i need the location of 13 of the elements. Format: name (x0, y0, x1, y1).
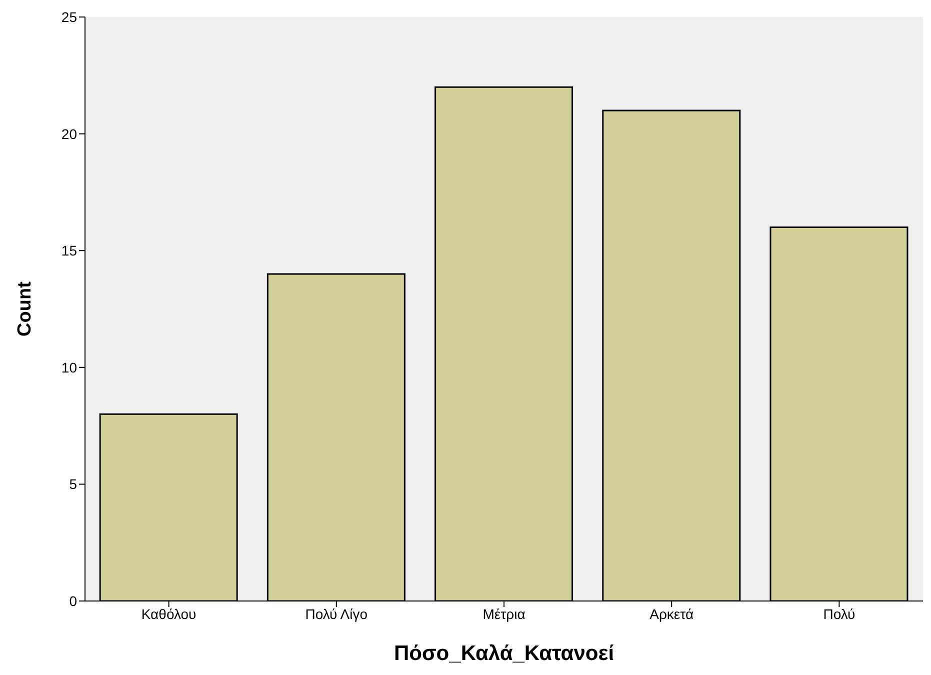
y-tick-label: 25 (61, 8, 78, 25)
x-tick-label: Αρκετά (650, 606, 694, 622)
y-tick-label: 15 (61, 242, 78, 259)
y-axis-title: Count (14, 280, 36, 336)
x-tick-label: Μέτρια (482, 606, 526, 622)
y-tick-label: 10 (61, 359, 78, 376)
x-axis-title: Πόσο_Καλά_Κατανοεί (394, 642, 614, 665)
y-tick-label: 0 (69, 592, 78, 609)
y-tick-label: 20 (61, 126, 78, 142)
x-tick-label: Πολύ Λίγο (305, 606, 368, 622)
x-tick-label: Καθόλου (141, 606, 196, 622)
x-tick-label: Πολύ (823, 606, 856, 622)
y-tick-label: 5 (69, 476, 78, 492)
